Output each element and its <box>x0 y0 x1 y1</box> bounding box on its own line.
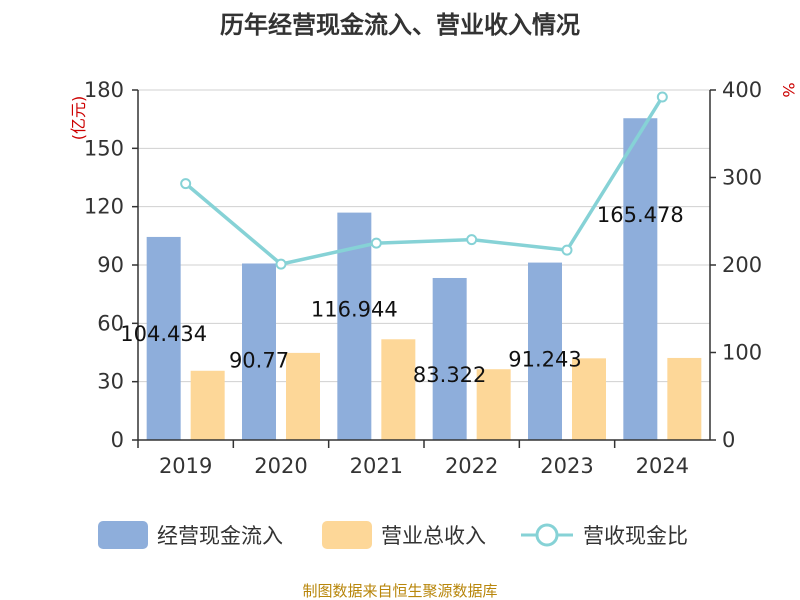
x-axis-tick-label: 2022 <box>445 454 498 478</box>
left-axis-tick-label: 180 <box>84 78 124 102</box>
source-note: 制图数据来自恒生聚源数据库 <box>302 582 497 600</box>
legend-marker-ratio <box>535 523 559 547</box>
left-axis-tick-label: 90 <box>97 253 124 277</box>
right-axis-tick-label: 100 <box>722 341 762 365</box>
bar-revenue <box>190 370 225 440</box>
x-axis-tick-label: 2024 <box>636 454 689 478</box>
bar-revenue <box>667 357 702 440</box>
data-label-cash-inflow: 91.243 <box>508 348 581 372</box>
axes: 0 30 60 90 120 150 180 0 100 200 300 400 2019 2020 202… <box>84 78 762 478</box>
data-label-cash-inflow: 83.322 <box>413 363 486 387</box>
bar-cash-inflow <box>528 262 562 440</box>
bar-revenue <box>476 369 511 440</box>
ratio-line <box>180 91 668 270</box>
left-axis-unit: (亿元) <box>69 96 88 141</box>
gridlines <box>138 89 710 383</box>
x-axis-tick-label: 2023 <box>540 454 593 478</box>
bar-revenue <box>286 352 320 440</box>
ratio-line-path <box>184 96 664 266</box>
x-axis-tick-label: 2020 <box>254 454 307 478</box>
data-label-cash-inflow: 104.434 <box>120 322 207 346</box>
ratio-point <box>275 258 287 270</box>
left-axis-tick-label: 150 <box>84 136 124 160</box>
bar-cash-inflow <box>242 263 276 440</box>
bar-cash-inflow <box>146 236 181 440</box>
bar-cash-inflow <box>432 277 467 440</box>
left-axis-tick-label: 120 <box>84 195 124 219</box>
bar-revenue <box>572 358 606 440</box>
bar-cash-inflow <box>623 118 658 441</box>
right-axis-tick-label: 300 <box>722 166 762 190</box>
bar-revenue <box>381 339 416 440</box>
data-label-cash-inflow: 116.944 <box>311 298 398 322</box>
legend-swatch-revenue <box>322 521 372 549</box>
ratio-point <box>370 237 382 249</box>
ratio-point <box>561 244 573 256</box>
legend-swatch-cash-inflow <box>98 521 148 549</box>
ratio-point <box>466 234 478 246</box>
left-axis-tick-label: 60 <box>97 311 124 335</box>
legend: 经营现金流入 营业总收入 营收现金比 <box>98 521 688 549</box>
data-labels: 104.434 90.77 116.944 83.322 91.243 165.478 <box>120 203 684 387</box>
chart-title: 历年经营现金流入、营业收入情况 <box>220 11 580 39</box>
x-axis-tick-label: 2021 <box>350 454 403 478</box>
x-axis-tick-label: 2019 <box>159 454 212 478</box>
right-axis-tick-label: 200 <box>722 253 762 277</box>
legend-label-revenue: 营业总收入 <box>381 524 486 548</box>
bars <box>146 118 702 441</box>
data-label-cash-inflow: 90.77 <box>229 349 289 373</box>
right-axis-tick-label: 400 <box>722 78 762 102</box>
right-axis-unit: % <box>779 82 798 97</box>
ratio-point <box>180 178 192 190</box>
right-axis-tick-label: 0 <box>722 428 735 452</box>
legend-label-cash-inflow: 经营现金流入 <box>157 524 283 548</box>
data-label-cash-inflow: 165.478 <box>597 203 684 227</box>
left-axis-tick-label: 0 <box>111 428 124 452</box>
legend-label-ratio: 营收现金比 <box>583 524 688 548</box>
ratio-point <box>656 91 668 103</box>
left-axis-tick-label: 30 <box>97 370 124 394</box>
